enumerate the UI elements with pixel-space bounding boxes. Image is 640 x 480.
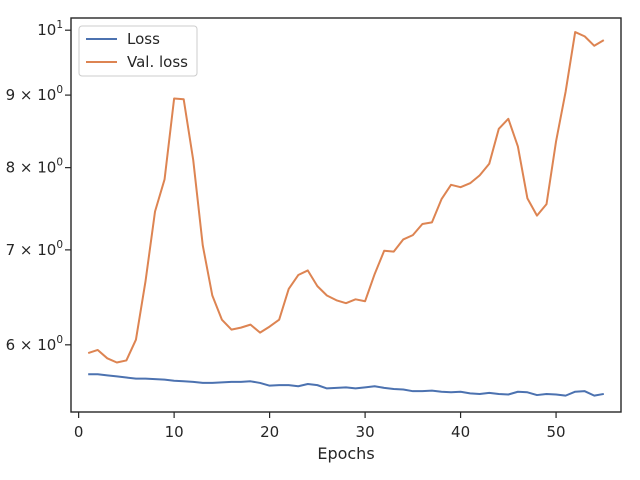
series-line-loss <box>88 373 604 397</box>
x-tick-label: 10 <box>165 423 184 441</box>
plot-frame <box>70 17 622 413</box>
y-tick-label: 7 × 100 <box>6 239 63 259</box>
x-tick-label: 40 <box>451 423 470 441</box>
y-tick-label: 8 × 100 <box>6 157 63 177</box>
legend-label-loss: Loss <box>127 30 160 48</box>
x-tick-label: 30 <box>356 423 375 441</box>
y-tick-label: 6 × 100 <box>6 334 63 354</box>
x-axis-label: Epochs <box>317 444 374 463</box>
legend: Loss Val. loss <box>78 25 198 77</box>
x-tick-label: 20 <box>260 423 279 441</box>
series-line-val-loss <box>87 31 605 364</box>
y-tick-label: 101 <box>37 19 63 39</box>
y-tick-label: 9 × 100 <box>6 84 63 104</box>
x-tick-label: 50 <box>547 423 566 441</box>
x-tick-label: 0 <box>74 423 84 441</box>
x-axis-ticks: 0 10 20 30 40 50 <box>74 412 566 441</box>
legend-label-val-loss: Val. loss <box>127 53 188 71</box>
chart-marks <box>87 31 605 397</box>
y-axis-ticks: 6 × 100 7 × 100 8 × 100 9 × 100 101 <box>6 19 71 354</box>
